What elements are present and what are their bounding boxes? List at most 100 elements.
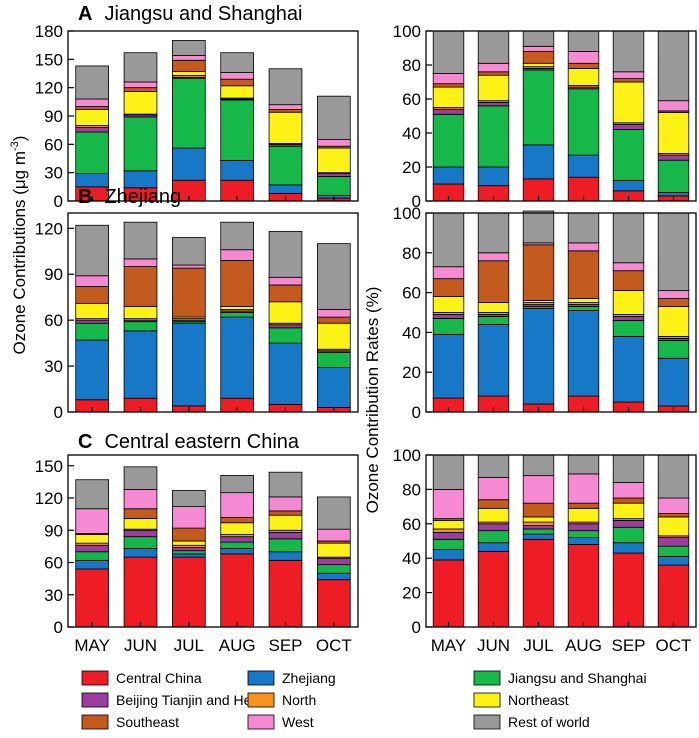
bar-segment-north-may <box>432 528 465 533</box>
legend-label-zhejiang: Zhejiang <box>282 670 336 686</box>
bar-segment-jiangsu-and-shanghai-oct <box>316 564 351 574</box>
y-tick-label: 60 <box>402 515 421 534</box>
bar-segment-southeast-jun <box>123 87 158 92</box>
bar-segment-beijing-tianjin-and-hebei-jul <box>522 525 555 530</box>
y-tick-label: 0 <box>54 403 63 422</box>
bar-segment-west-may <box>432 266 465 280</box>
bar-segment-jiangsu-and-shanghai-jun <box>123 321 158 332</box>
bar-segment-rest-of-world-aug <box>220 52 254 73</box>
bar-segment-zhejiang-oct <box>657 556 690 566</box>
bar-segment-zhejiang-oct <box>657 192 690 197</box>
x-tick-label-oct: OCT <box>656 636 692 655</box>
bar-segment-northeast-sep <box>612 290 645 315</box>
legend-swatch-zhejiang <box>247 670 275 686</box>
legend-label-central-china: Central China <box>116 670 202 686</box>
bar-segment-west-aug <box>567 51 600 64</box>
bar-segment-jiangsu-and-shanghai-jul <box>171 77 206 149</box>
bar-segment-zhejiang-jun <box>123 330 158 399</box>
bar-segment-west-aug <box>220 72 254 80</box>
bar-segment-jiangsu-and-shanghai-jul <box>522 69 555 146</box>
bar-segment-west-jun <box>477 62 510 73</box>
bar-segment-west-jun <box>123 488 158 510</box>
bar-segment-rest-of-world-may <box>432 30 465 74</box>
bar-segment-west-may <box>75 508 110 534</box>
y-tick-label: 0 <box>54 192 63 211</box>
bar-segment-west-aug <box>567 242 600 252</box>
bar-segment-jiangsu-and-shanghai-oct <box>657 159 690 193</box>
bar-segment-rest-of-world-jun <box>123 466 158 490</box>
x-tick-label-oct: OCT <box>316 636 352 655</box>
bar-segment-rest-of-world-jun <box>123 221 158 260</box>
bar-segment-central-china-aug <box>220 553 254 628</box>
y-tick-label: 0 <box>412 192 421 211</box>
bar-segment-central-china-oct <box>316 579 351 628</box>
bar-segment-rest-of-world-jul <box>522 210 555 244</box>
bar-segment-central-china-jun <box>123 556 158 628</box>
chart-panel-a-right: 0 20 40 60 80 100 <box>393 22 697 211</box>
y-tick-label: 90 <box>44 265 63 284</box>
bar-segment-zhejiang-sep <box>268 184 303 194</box>
chart-panel-b-left: 0 30 60 90 120 B Zhejiang <box>35 186 359 422</box>
bar-segment-zhejiang-aug <box>220 159 254 181</box>
y-tick-label: 120 <box>35 489 63 508</box>
bar-segment-southeast-sep <box>612 270 645 292</box>
bar-segment-zhejiang-aug <box>567 537 600 545</box>
y-axis-label-right: Ozone Contribution Rates (%) <box>363 287 382 514</box>
bar-segment-jiangsu-and-shanghai-jun <box>123 116 158 172</box>
bar-segment-southeast-jul <box>171 527 206 542</box>
bar-segment-jiangsu-and-shanghai-may <box>432 318 465 335</box>
y-tick-label: 80 <box>402 480 421 499</box>
panels: 0 30 60 90 120 150 180 A Jiangsu and Shanghai 0 20… <box>35 3 697 655</box>
legend-swatch-west <box>247 714 275 730</box>
bar-segment-beijing-tianjin-and-hebei-may <box>75 126 110 133</box>
bar-segment-northeast-jun <box>477 74 510 102</box>
panel-title-c: C Central eastern China <box>78 431 300 453</box>
chart-panel-c-right: 0 20 40 60 80 100 MAY JUN JUL AUG SEP OCT <box>393 446 697 655</box>
bar-segment-rest-of-world-jul <box>171 237 206 266</box>
bar-segment-northeast-jul <box>171 540 206 546</box>
y-tick-label: 80 <box>402 56 421 75</box>
bar-segment-northeast-aug <box>220 522 254 535</box>
bar-segment-zhejiang-jul <box>522 144 555 180</box>
bar-segment-jiangsu-and-shanghai-aug <box>220 541 254 549</box>
bar-segment-beijing-tianjin-and-hebei-oct <box>316 557 351 566</box>
bar-segment-west-sep <box>612 262 645 272</box>
y-tick-label: 30 <box>44 586 63 605</box>
bar-segment-rest-of-world-jun <box>477 30 510 64</box>
panel-title-a: A Jiangsu and Shanghai <box>78 3 302 25</box>
bar-segment-northeast-sep <box>612 502 645 520</box>
bar-segment-west-jul <box>522 475 555 504</box>
bar-segment-beijing-tianjin-and-hebei-may <box>432 108 465 115</box>
bar-segment-beijing-tianjin-and-hebei-may <box>75 319 110 324</box>
bar-segment-northeast-jul <box>522 62 555 68</box>
bar-segment-zhejiang-may <box>75 173 110 188</box>
bar-segment-rest-of-world-may <box>432 454 465 490</box>
bar-segment-zhejiang-aug <box>567 154 600 178</box>
bar-segment-southeast-jun <box>477 499 510 509</box>
bar-segment-jiangsu-and-shanghai-sep <box>612 129 645 182</box>
bar-segment-beijing-tianjin-and-hebei-jun <box>477 523 510 532</box>
bar-segment-beijing-tianjin-and-hebei-sep <box>268 324 303 329</box>
bar-segment-beijing-tianjin-and-hebei-jul <box>171 547 206 552</box>
bar-segment-west-aug <box>220 249 254 261</box>
y-tick-label: 60 <box>44 135 63 154</box>
y-tick-label: 20 <box>402 584 421 603</box>
bar-segment-rest-of-world-may <box>75 224 110 277</box>
x-tick-label-jun: JUN <box>124 636 157 655</box>
bar-segment-southeast-sep <box>612 497 645 504</box>
bar-segment-jiangsu-and-shanghai-oct <box>316 351 351 369</box>
bar-segment-west-jul <box>171 55 206 61</box>
bar-segment-northeast-may <box>75 302 110 320</box>
bar-segment-west-jul <box>522 45 555 52</box>
legend-label-north: North <box>282 692 316 708</box>
legend-swatch-southeast <box>81 714 109 730</box>
legend-swatch-rest-of-world <box>473 714 501 730</box>
bar-segment-central-china-oct <box>657 564 690 628</box>
bar-segment-jiangsu-and-shanghai-jun <box>123 536 158 549</box>
bar-segment-jiangsu-and-shanghai-sep <box>268 327 303 344</box>
bar-segment-jiangsu-and-shanghai-jun <box>477 316 510 325</box>
bar-segment-northeast-oct <box>657 306 690 337</box>
bar-segment-rest-of-world-may <box>432 212 465 268</box>
bar-segment-jiangsu-and-shanghai-sep <box>612 320 645 337</box>
bar-segment-northeast-jun <box>477 507 510 523</box>
